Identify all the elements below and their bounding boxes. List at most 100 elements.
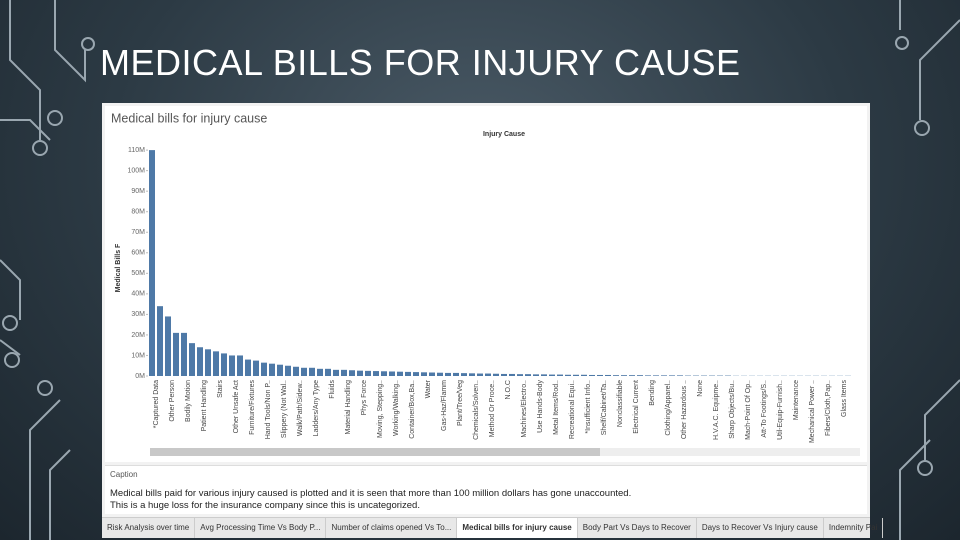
bar bbox=[653, 375, 659, 376]
bar bbox=[621, 375, 627, 376]
bar bbox=[597, 374, 603, 376]
bar bbox=[677, 375, 683, 376]
bar bbox=[605, 374, 611, 376]
x-tick-label: *Insufficient Info.. bbox=[585, 380, 592, 434]
caption-text: Medical bills paid for various injury ca… bbox=[110, 488, 860, 512]
bar bbox=[533, 374, 539, 376]
tab-bar: Risk Analysis over time Avg Processing Ti… bbox=[102, 517, 884, 538]
bar bbox=[349, 370, 355, 376]
y-tick-label: 0M bbox=[135, 373, 145, 380]
bar bbox=[413, 372, 419, 376]
caption-line: Medical bills paid for various injury ca… bbox=[110, 488, 632, 499]
x-tick-label: Other Hazardous .. bbox=[681, 380, 688, 439]
bar bbox=[229, 355, 235, 376]
bar bbox=[453, 372, 459, 376]
caption-box: Caption Medical bills paid for various i… bbox=[105, 465, 867, 514]
y-tick-label: 20M bbox=[131, 332, 145, 339]
bar bbox=[397, 371, 403, 376]
slide-title: MEDICAL BILLS FOR INJURY CAUSE bbox=[100, 42, 741, 83]
scrollbar-thumb[interactable] bbox=[150, 448, 600, 456]
bar bbox=[477, 373, 483, 376]
bar bbox=[549, 374, 555, 376]
x-tick-label: Furniture/Fixtures bbox=[249, 380, 256, 435]
x-tick-label: H.V.A.C. Equipme.. bbox=[713, 380, 720, 440]
bar bbox=[261, 362, 267, 376]
x-tick-label: Patient Handling bbox=[201, 380, 208, 431]
bar bbox=[181, 332, 187, 376]
bar bbox=[661, 375, 667, 376]
x-tick-label: Mechanical Power .. bbox=[809, 380, 816, 443]
x-tick-label: Metal Items/Rod.. bbox=[553, 380, 560, 435]
column-header: Injury Cause bbox=[483, 131, 525, 138]
y-tick-label: 50M bbox=[131, 270, 145, 277]
bar bbox=[317, 368, 323, 376]
bar bbox=[637, 375, 643, 376]
bar bbox=[541, 374, 547, 376]
x-tick-label: Util-Equip-Furnish.. bbox=[777, 380, 784, 440]
bar bbox=[581, 374, 587, 376]
tab[interactable]: Avg Processing Time Vs Body P... bbox=[195, 518, 327, 538]
x-tick-label: Mach-Point Of Op.. bbox=[745, 380, 752, 440]
y-tick-label: 40M bbox=[131, 291, 145, 298]
x-tick-label: Phys Force bbox=[361, 380, 368, 416]
tab[interactable]: Number of claims opened Vs To... bbox=[326, 518, 458, 538]
bar bbox=[485, 373, 491, 376]
x-tick-label: Electrical Current bbox=[633, 380, 640, 434]
bar bbox=[613, 375, 619, 376]
bar bbox=[189, 343, 195, 376]
bar bbox=[493, 373, 499, 376]
bar bbox=[165, 316, 171, 376]
bar bbox=[197, 347, 203, 376]
x-tick-label: Machines/Electro.. bbox=[521, 380, 528, 438]
y-tick-label: 10M bbox=[131, 352, 145, 359]
tab[interactable]: Days to Recover Vs Injury cause bbox=[697, 518, 824, 538]
bar bbox=[589, 374, 595, 376]
caption-label: Caption bbox=[110, 470, 138, 479]
tab[interactable]: Indemnity Pai bbox=[824, 518, 884, 538]
bar bbox=[277, 364, 283, 376]
bar bbox=[421, 372, 427, 376]
bar bbox=[645, 375, 651, 376]
bar bbox=[469, 373, 475, 376]
bar bbox=[341, 369, 347, 376]
x-tick-label: Shelf/Cabinet/Ta.. bbox=[601, 380, 608, 435]
y-tick-label: 100M bbox=[127, 167, 145, 174]
bar bbox=[157, 306, 163, 376]
x-tick-label: Sharp Objects/Bu.. bbox=[729, 380, 736, 439]
y-tick-label: 30M bbox=[131, 311, 145, 318]
x-tick-label: Other Person bbox=[169, 380, 176, 422]
x-tick-label: Gas-Haz/Flamm bbox=[441, 380, 448, 431]
dashboard-panel: Medical bills for injury cause Injury Ca… bbox=[102, 103, 884, 538]
bar bbox=[213, 351, 219, 376]
bar bbox=[269, 363, 275, 376]
x-tick-label: Method Or Proce.. bbox=[489, 380, 496, 437]
x-tick-label: None bbox=[697, 380, 704, 397]
bar bbox=[557, 374, 563, 376]
bar bbox=[301, 367, 307, 376]
y-tick-label: 80M bbox=[131, 209, 145, 216]
bar bbox=[381, 371, 387, 376]
x-tick-label: Clothing/Apparel.. bbox=[665, 380, 672, 436]
bar bbox=[573, 374, 579, 376]
x-tick-label: Glass Items bbox=[841, 380, 848, 417]
y-axis-label: Medical Bills F bbox=[115, 243, 122, 292]
bar bbox=[253, 360, 259, 376]
bar bbox=[437, 372, 443, 376]
x-tick-label: Container/Box,Ba.. bbox=[409, 380, 416, 439]
tab[interactable]: Body Part Vs Days to Recover bbox=[578, 518, 697, 538]
tab[interactable]: Medical bills for injury cause bbox=[457, 518, 578, 538]
x-tick-label: Fibers/Cloth,Pap.. bbox=[825, 380, 832, 436]
x-tick-label: Ladders/Any Type bbox=[313, 380, 320, 436]
bar bbox=[333, 369, 339, 376]
chart: Medical bills for injury cause Injury Ca… bbox=[105, 106, 867, 462]
bar bbox=[509, 373, 515, 376]
x-tick-label: Recreational Equi.. bbox=[569, 380, 576, 439]
bar bbox=[365, 370, 371, 376]
bar bbox=[221, 353, 227, 376]
bar bbox=[669, 375, 675, 376]
bar bbox=[525, 374, 531, 376]
tab[interactable]: Risk Analysis over time bbox=[102, 518, 196, 538]
bar bbox=[237, 355, 243, 376]
